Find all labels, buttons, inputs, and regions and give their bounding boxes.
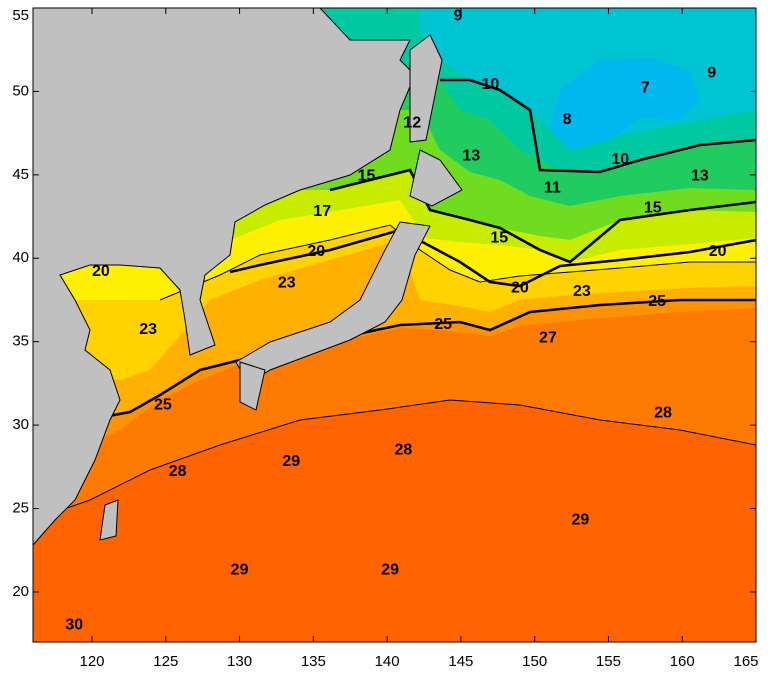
- contour-label: 23: [278, 275, 296, 292]
- contour-label: 25: [648, 293, 666, 310]
- contour-label: 20: [307, 243, 325, 260]
- contour-label: 13: [462, 148, 480, 165]
- x-tick-label: 140: [375, 653, 400, 670]
- contour-label: 17: [313, 203, 331, 220]
- contour-label: 23: [139, 321, 157, 338]
- land: [32, 7, 463, 547]
- contour-label: 15: [358, 168, 376, 185]
- y-tick-label: 40: [12, 249, 29, 266]
- contour-label: 12: [403, 114, 421, 131]
- x-tick-label: 165: [733, 653, 758, 670]
- contour-label: 10: [482, 76, 500, 93]
- frame: [32, 7, 757, 643]
- y-tick-label: 50: [12, 82, 29, 99]
- contour-label: 27: [539, 330, 557, 347]
- contour-label: 10: [611, 151, 629, 168]
- x-tick-label: 130: [227, 653, 252, 670]
- x-tick-label: 160: [670, 653, 695, 670]
- contour-label: 29: [231, 561, 249, 578]
- contour-label: 15: [490, 229, 508, 246]
- contour-label: 25: [434, 316, 452, 333]
- y-tick-label: 55: [12, 7, 29, 24]
- contour-label: 20: [709, 243, 727, 260]
- y-tick-label: 25: [12, 499, 29, 516]
- x-tick-label: 150: [522, 653, 547, 670]
- contour-label: 28: [394, 441, 412, 458]
- contour-label: 20: [92, 263, 110, 280]
- contour-label: 28: [169, 463, 187, 480]
- x-tick-label: 155: [596, 653, 621, 670]
- x-tick-label: 135: [301, 653, 326, 670]
- contour-label: 8: [563, 111, 572, 128]
- x-tick-label: 125: [153, 653, 178, 670]
- y-tick-label: 45: [12, 166, 29, 183]
- contour-label: 29: [572, 511, 590, 528]
- contour-label: 29: [282, 453, 300, 470]
- contour-label: 28: [654, 405, 672, 422]
- x-tick-label: 145: [448, 653, 473, 670]
- contour-label: 30: [65, 617, 83, 634]
- contour-label: 20: [511, 280, 529, 297]
- contour-label: 25: [154, 396, 172, 413]
- contour-label: 23: [573, 283, 591, 300]
- contour-label: 7: [641, 79, 650, 96]
- contour-label: 13: [691, 168, 709, 185]
- contour-label: 15: [644, 199, 662, 216]
- y-tick-label: 30: [12, 416, 29, 433]
- contour-label: 11: [544, 179, 561, 196]
- x-tick-label: 120: [80, 653, 105, 670]
- y-tick-label: 35: [12, 333, 29, 350]
- contour-label: 9: [707, 64, 716, 81]
- y-tick-label: 20: [12, 583, 29, 600]
- contour-label: 9: [453, 8, 462, 25]
- contour-label: 29: [381, 561, 399, 578]
